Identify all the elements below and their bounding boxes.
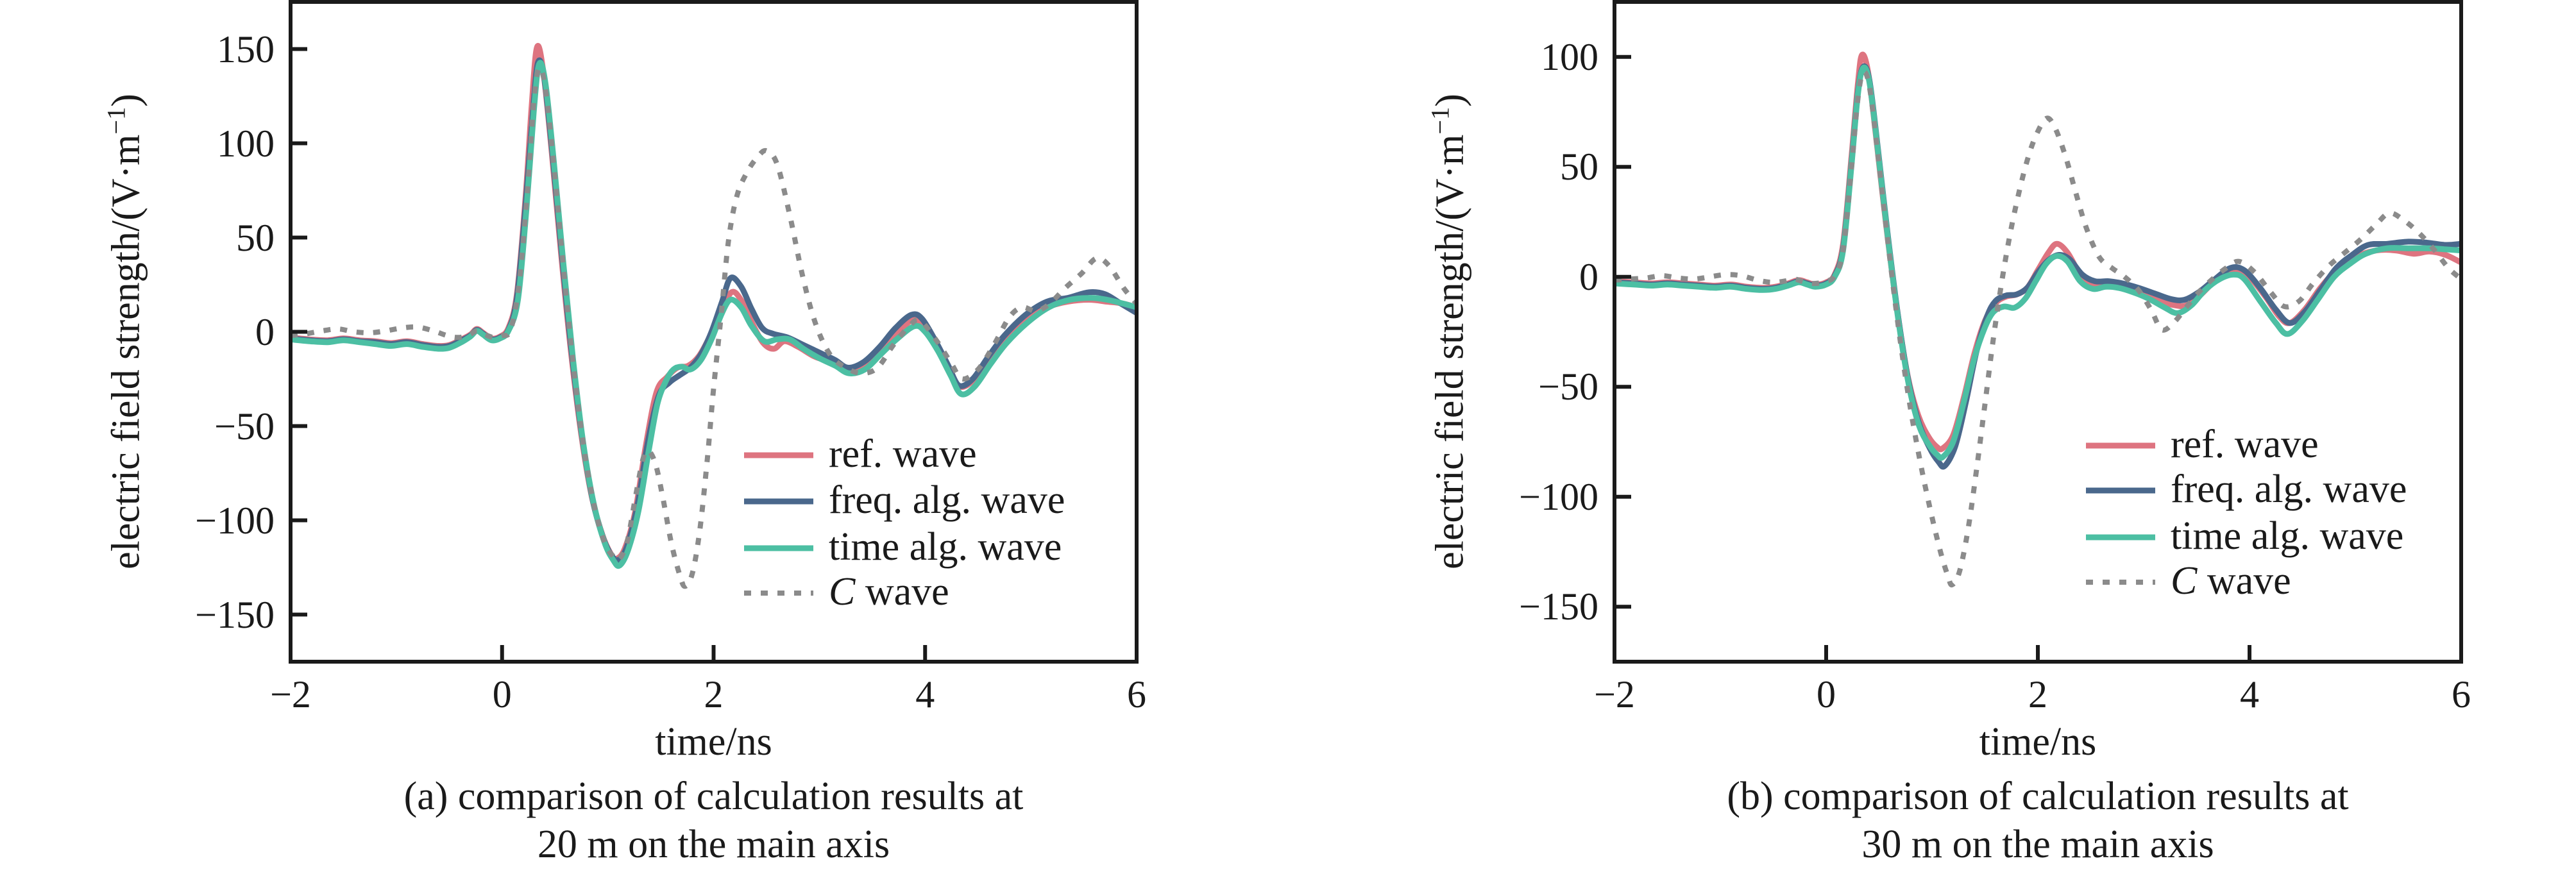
y-axis-label-b-post: ) xyxy=(1428,94,1472,107)
series-time-alg-wave-path-b xyxy=(1614,64,2461,461)
legend-label-c-wave-b: C wave xyxy=(2171,559,2291,603)
x-axis-label-b: time/ns xyxy=(1979,720,2097,764)
y-axis-label-b: electric field strength/(V·m−1) xyxy=(1425,0,1473,684)
x-tick-label-a: 6 xyxy=(1127,673,1146,716)
x-tick-label-b: −2 xyxy=(1594,673,1635,716)
y-tick-label-b: −100 xyxy=(1519,475,1598,518)
x-tick-label-a: 4 xyxy=(915,673,935,716)
x-tick-label-b: 6 xyxy=(2452,673,2471,716)
series-ref-wave-path-b xyxy=(1614,51,2461,453)
x-tick-label-a: 0 xyxy=(492,673,512,716)
caption-b-line1: (b) comparison of calculation results at xyxy=(1727,775,2349,818)
y-axis-label-a-post: ) xyxy=(104,94,148,107)
x-tick-label-a: 2 xyxy=(704,673,724,716)
y-axis-label-b-sup: −1 xyxy=(1425,106,1455,135)
legend-label-ref-wave-a: ref. wave xyxy=(829,432,977,476)
legend-label-ref-wave-b: ref. wave xyxy=(2171,423,2319,466)
x-tick-label-a: −2 xyxy=(270,673,311,716)
y-tick-label-a: −100 xyxy=(195,499,275,542)
legend-label-time-alg-wave-b: time alg. wave xyxy=(2171,514,2404,558)
y-tick-label-b: 0 xyxy=(1579,255,1598,298)
legend-label-freq-alg-wave-a: freq. alg. wave xyxy=(829,478,1065,522)
series-c-wave-path-b xyxy=(1614,69,2461,588)
legend-label-time-alg-wave-a: time alg. wave xyxy=(829,525,1062,569)
series-time-alg-wave-path-a xyxy=(291,60,1137,569)
caption-a-line1: (a) comparison of calculation results at xyxy=(403,775,1024,818)
y-tick-label-a: −50 xyxy=(214,405,275,448)
legend-label-freq-alg-wave-b: freq. alg. wave xyxy=(2171,467,2407,511)
y-tick-label-a: 0 xyxy=(255,310,275,353)
axes-box-b xyxy=(1613,0,2463,664)
y-tick-label-a: 50 xyxy=(236,216,275,259)
y-tick-label-b: 100 xyxy=(1541,35,1598,78)
caption-b: (b) comparison of calculation results at… xyxy=(1550,773,2525,869)
caption-a: (a) comparison of calculation results at… xyxy=(226,773,1201,869)
y-tick-label-a: 100 xyxy=(217,122,275,165)
x-tick-label-b: 0 xyxy=(1817,673,1836,716)
x-tick-label-b: 2 xyxy=(2028,673,2047,716)
y-tick-label-b: −50 xyxy=(1538,365,1598,408)
y-tick-label-a: −150 xyxy=(195,593,275,636)
y-tick-label-a: 150 xyxy=(217,28,275,71)
x-tick-label-b: 4 xyxy=(2240,673,2259,716)
series-c-wave-path-a xyxy=(291,65,1137,589)
y-tick-label-b: −150 xyxy=(1519,585,1598,628)
caption-b-line2: 30 m on the main axis xyxy=(1861,823,2214,866)
y-tick-label-b: 50 xyxy=(1560,146,1598,189)
caption-a-line2: 20 m on the main axis xyxy=(537,823,890,866)
legend-label-c-wave-a: C wave xyxy=(829,570,949,614)
x-axis-label-a: time/ns xyxy=(655,720,772,764)
